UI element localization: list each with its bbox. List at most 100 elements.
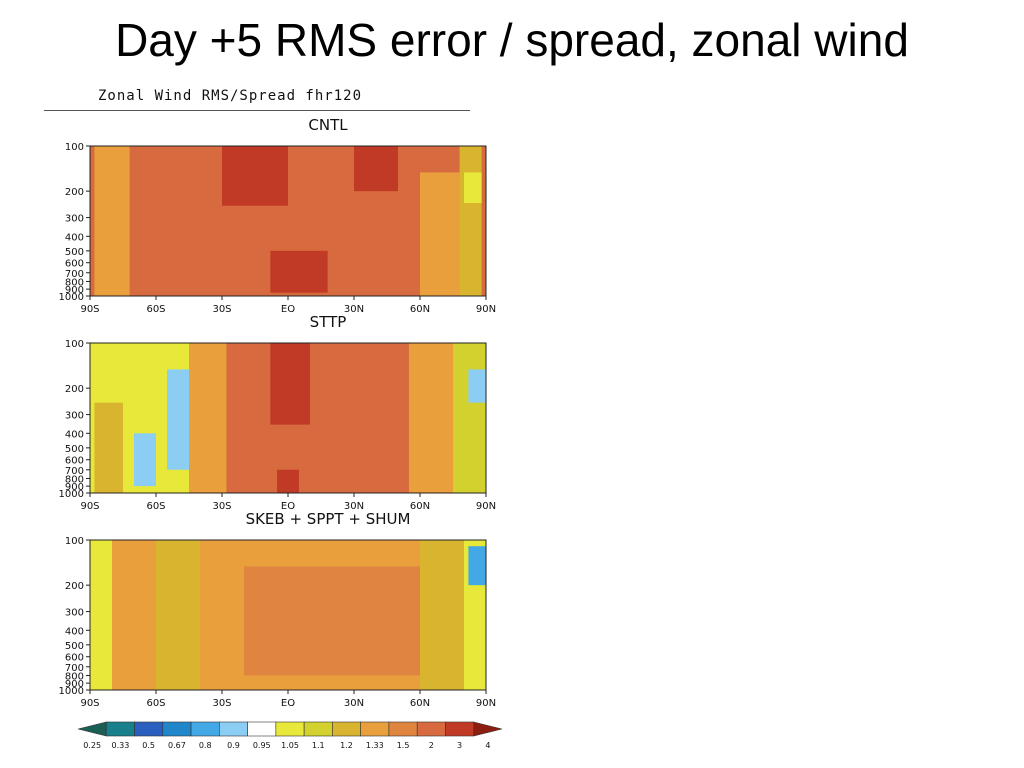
colorbar-swatch [416, 721, 446, 737]
y-tick-label: 800 [65, 671, 84, 682]
y-tick-label: 300 [65, 411, 84, 422]
colorbar-label: 1.05 [281, 741, 299, 750]
y-tick-label: 600 [65, 456, 84, 467]
y-tick-label: 700 [65, 269, 84, 280]
x-tick-label: 30S [212, 501, 231, 509]
y-tick-label: 500 [65, 641, 84, 652]
y-tick-label: 1000 [59, 686, 84, 697]
x-tick-label: 30N [344, 304, 364, 312]
heatmap-region [464, 172, 482, 204]
y-tick-label: 100 [65, 536, 84, 547]
x-tick-label: 30S [212, 304, 231, 312]
y-tick-label: 900 [65, 285, 84, 296]
x-tick-label: 30S [212, 698, 231, 706]
x-tick-label: 90S [80, 501, 99, 509]
colorbar-label: 1.33 [366, 741, 384, 750]
figure-header: Zonal Wind RMS/Spread fhr120 [44, 88, 470, 111]
y-tick-label: 100 [65, 142, 84, 153]
y-tick-label: 100 [65, 339, 84, 350]
heatmap-region [244, 566, 420, 676]
colorbar-label: 0.33 [111, 741, 129, 750]
y-tick-label: 200 [65, 581, 84, 592]
y-tick-label: 400 [65, 232, 84, 243]
x-tick-label: 90S [80, 698, 99, 706]
y-tick-label: 300 [65, 214, 84, 225]
panel-title: SKEB + SPPT + SHUM [245, 510, 411, 528]
colorbar-label: 4 [485, 741, 490, 750]
colorbar-swatch [445, 721, 475, 737]
heatmap-region [222, 146, 288, 206]
heatmap-region [420, 172, 464, 296]
x-tick-label: 60N [410, 501, 430, 509]
slide-title: Day +5 RMS error / spread, zonal wind [115, 14, 909, 66]
x-tick-label: 60S [146, 304, 165, 312]
colorbar-label: 1.2 [340, 741, 353, 750]
plot-area [90, 540, 486, 690]
colorbar-swatch [219, 721, 248, 737]
y-tick-label: 800 [65, 277, 84, 288]
heatmap-region [459, 146, 482, 296]
heatmap-region [468, 369, 486, 403]
colorbar-swatch [332, 721, 361, 737]
panel-cntl: CNTL 100 200 300 400 500 600 700 800 900 1000 90S 6… [40, 116, 510, 312]
heatmap-region [354, 146, 398, 192]
x-tick-label: 30N [344, 501, 364, 509]
heatmap-region [270, 250, 328, 293]
x-tick-label: 60S [146, 501, 165, 509]
y-tick-label: 500 [65, 444, 84, 455]
colorbar-swatch [190, 721, 220, 737]
x-tick-label: 30N [344, 698, 364, 706]
y-tick-label: 600 [65, 259, 84, 270]
panel-skeb-sppt-shum: SKEB + SPPT + SHUM 100 200 300 400 500 600 700… [40, 510, 510, 706]
heatmap-region [94, 146, 130, 296]
colorbar-swatch [275, 721, 305, 737]
colorbar-label: 0.5 [142, 741, 155, 750]
heatmap-region [420, 540, 464, 690]
y-tick-label: 200 [65, 187, 84, 198]
x-tick-label: EQ [281, 698, 295, 706]
colorbar-swatch [360, 721, 390, 737]
y-tick-label: 400 [65, 626, 84, 637]
figure-header-text: Zonal Wind RMS/Spread fhr120 [98, 88, 363, 104]
y-tick-label: 500 [65, 247, 84, 258]
y-tick-label: 600 [65, 653, 84, 664]
colorbar-swatch [105, 721, 135, 737]
x-tick-label: 60S [146, 698, 165, 706]
y-tick-label: 200 [65, 384, 84, 395]
colorbar-swatch [247, 721, 277, 737]
colorbar-label: 2 [429, 741, 434, 750]
colorbar-label: 0.9 [227, 741, 240, 750]
colorbar-label: 3 [457, 741, 462, 750]
x-tick-label: 90N [476, 304, 496, 312]
colorbar-swatch [77, 721, 107, 737]
x-tick-label: 60N [410, 304, 430, 312]
panel-sttp: STTP 100 200 300 400 500 600 700 800 900 1000 90S 6… [40, 313, 510, 509]
heatmap-region [94, 402, 123, 493]
plot-area [90, 343, 486, 493]
x-tick-label: 90S [80, 304, 99, 312]
colorbar-swatch [388, 721, 418, 737]
heatmap-region [134, 433, 156, 487]
heatmap-region [167, 369, 189, 470]
heatmap-region [156, 540, 200, 690]
y-tick-label: 900 [65, 482, 84, 493]
heatmap-region [189, 343, 227, 493]
x-tick-label: EQ [281, 304, 295, 312]
y-tick-label: 800 [65, 474, 84, 485]
heatmap-region [270, 343, 310, 425]
colorbar-label: 1.5 [397, 741, 410, 750]
x-tick-label: EQ [281, 501, 295, 509]
colorbar-swatch [134, 721, 164, 737]
x-tick-label: 90N [476, 698, 496, 706]
y-tick-label: 1000 [59, 292, 84, 303]
y-tick-label: 300 [65, 608, 84, 619]
x-tick-label: 60N [410, 698, 430, 706]
heatmap-region [453, 343, 486, 493]
heatmap-region [409, 343, 453, 493]
colorbar-label: 0.25 [83, 741, 101, 750]
colorbar-label: 0.95 [253, 741, 271, 750]
panel-title: STTP [309, 313, 347, 331]
